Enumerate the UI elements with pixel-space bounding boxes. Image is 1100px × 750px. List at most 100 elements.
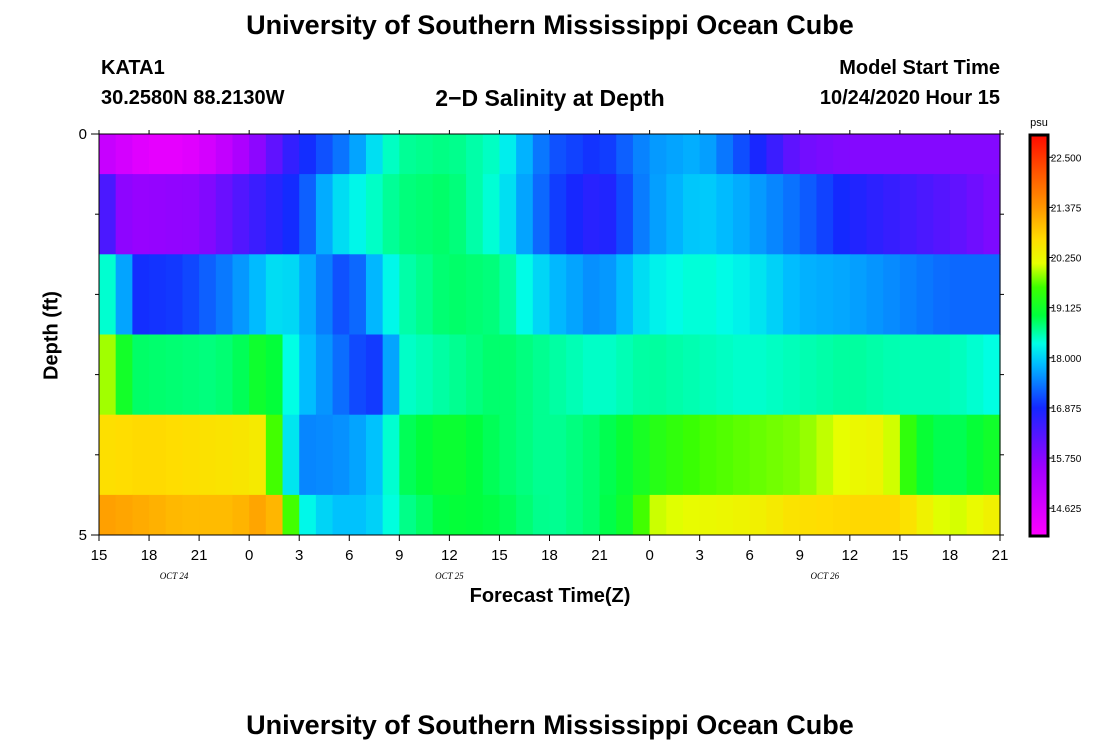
- heatmap-cell: [949, 494, 968, 536]
- heatmap-cell: [699, 414, 717, 496]
- heatmap-cell: [115, 494, 133, 536]
- heatmap-cell: [182, 134, 200, 175]
- heatmap-cell: [332, 254, 350, 335]
- heatmap-cell: [115, 414, 133, 496]
- heatmap-cell: [666, 334, 684, 416]
- heatmap-cell: [182, 174, 200, 255]
- heatmap-cell: [733, 334, 751, 416]
- heatmap-cell: [816, 134, 834, 175]
- heatmap-cell: [332, 334, 350, 416]
- heatmap-cell: [682, 334, 701, 416]
- heatmap-cell: [666, 414, 684, 496]
- heatmap-cell: [499, 494, 517, 536]
- heatmap-cell: [332, 174, 350, 255]
- heatmap-cell: [599, 254, 617, 335]
- heatmap-cell: [532, 414, 551, 496]
- heatmap-cell: [432, 334, 450, 416]
- heatmap-cell: [949, 134, 968, 175]
- heatmap-cell: [132, 174, 150, 255]
- heatmap-cell: [99, 414, 117, 496]
- heatmap-cell: [132, 414, 150, 496]
- x-tick-label: 15: [91, 547, 108, 564]
- heatmap-cell: [899, 254, 918, 335]
- heatmap-cell: [315, 334, 334, 416]
- heatmap-cell: [399, 414, 417, 496]
- heatmap-cell: [349, 334, 367, 416]
- heatmap-cell: [866, 414, 884, 496]
- heatmap-cell: [516, 334, 534, 416]
- heatmap-cell: [616, 494, 634, 536]
- heatmap-cell: [532, 494, 551, 536]
- colorbar-gradient: [1028, 133, 1050, 538]
- heatmap-cell: [716, 494, 734, 536]
- heatmap-cell: [432, 134, 450, 175]
- heatmap-cell: [582, 494, 601, 536]
- heatmap-cell: [949, 174, 968, 255]
- heatmap-cell: [599, 494, 617, 536]
- heatmap-cell: [549, 414, 567, 496]
- heatmap-cell: [749, 174, 768, 255]
- heatmap-cell: [783, 174, 801, 255]
- heatmap-cell: [649, 254, 667, 335]
- heatmap-cell: [382, 254, 400, 335]
- heatmap-cell: [582, 334, 601, 416]
- colorbar-tick-label: 21.375: [1051, 203, 1082, 214]
- colorbar-tick-label: 19.125: [1051, 304, 1082, 315]
- station-coordinates: 30.2580N 88.2130W: [101, 87, 285, 109]
- heatmap-cell: [315, 174, 334, 255]
- x-tick-label: 18: [942, 547, 959, 564]
- heatmap-cell: [282, 414, 300, 496]
- heatmap-cell: [849, 414, 868, 496]
- heatmap-cell: [482, 414, 501, 496]
- heatmap-cell: [265, 414, 284, 496]
- heatmap-cell: [783, 254, 801, 335]
- heatmap-cell: [399, 134, 417, 175]
- heatmap-cell: [399, 174, 417, 255]
- heatmap-cell: [315, 414, 334, 496]
- heatmap-cell: [149, 254, 167, 335]
- heatmap-cell: [916, 254, 934, 335]
- heatmap-cell: [349, 494, 367, 536]
- heatmap-cell: [716, 334, 734, 416]
- heatmap-cell: [949, 334, 968, 416]
- heatmap-cell: [182, 414, 200, 496]
- heatmap-cell: [783, 134, 801, 175]
- heatmap-cell: [149, 494, 167, 536]
- heatmap-cell: [716, 174, 734, 255]
- heatmap-cell: [666, 254, 684, 335]
- model-start-time: 10/24/2020 Hour 15: [819, 87, 1000, 109]
- plot-title: 2−D Salinity at Depth: [435, 85, 665, 111]
- heatmap-cell: [682, 254, 701, 335]
- heatmap-cell: [165, 494, 184, 536]
- heatmap-cell: [499, 134, 517, 175]
- heatmap-cell: [165, 334, 184, 416]
- heatmap-cell: [449, 334, 467, 416]
- heatmap-cell: [149, 134, 167, 175]
- heatmap-cell: [933, 134, 951, 175]
- heatmap-cell: [766, 254, 784, 335]
- heatmap-cell: [766, 174, 784, 255]
- heatmap-cell: [582, 134, 601, 175]
- heatmap-cell: [299, 494, 317, 536]
- station-id: KATA1: [101, 57, 165, 79]
- heatmap-cell: [549, 494, 567, 536]
- heatmap-cell: [482, 334, 501, 416]
- heatmap-cell: [849, 334, 868, 416]
- heatmap-cell: [499, 174, 517, 255]
- heatmap-cell: [99, 334, 117, 416]
- heatmap-cell: [849, 174, 868, 255]
- heatmap-cell: [632, 134, 651, 175]
- heatmap-cell: [466, 334, 484, 416]
- colorbar-tick-label: 14.625: [1051, 504, 1082, 515]
- heatmap-cell: [416, 334, 434, 416]
- heatmap-cell: [599, 414, 617, 496]
- x-date-label: OCT 26: [811, 571, 840, 581]
- heatmap-cell: [449, 174, 467, 255]
- heatmap-cell: [983, 494, 1001, 536]
- heatmap-cell: [299, 334, 317, 416]
- x-tick-label: 21: [992, 547, 1009, 564]
- heatmap-cell: [466, 254, 484, 335]
- x-tick-label: 9: [796, 547, 804, 564]
- heatmap-cell: [866, 134, 884, 175]
- heatmap-cell: [449, 254, 467, 335]
